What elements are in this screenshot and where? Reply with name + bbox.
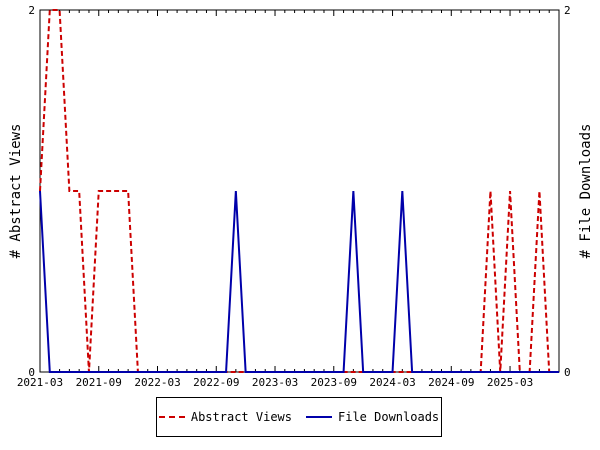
series-line-file-downloads xyxy=(39,190,559,373)
y-right-tick-top: 2 xyxy=(564,4,571,17)
y-right-axis-title: # File Downloads xyxy=(578,124,594,259)
y-left-axis-title: # Abstract Views xyxy=(8,124,24,259)
legend-label-abstract-views: Abstract Views xyxy=(190,410,292,424)
legend-swatch-abstract-views xyxy=(158,416,185,418)
y-right-tick-bottom: 0 xyxy=(564,366,571,379)
x-tick-label-2024-09: 2024-09 xyxy=(428,376,474,389)
legend-label-file-downloads: File Downloads xyxy=(338,410,440,424)
x-tick-label-2021-09: 2021-09 xyxy=(76,376,122,389)
x-tick-label-2022-03: 2022-03 xyxy=(134,376,180,389)
legend: Abstract Views File Downloads xyxy=(156,397,442,437)
x-tick-label-2024-03: 2024-03 xyxy=(369,376,415,389)
x-tick-label-2022-09: 2022-09 xyxy=(193,376,239,389)
legend-swatch-file-downloads xyxy=(306,416,332,418)
legend-item-abstract-views: Abstract Views xyxy=(158,410,292,424)
x-tick-label-2021-03: 2021-03 xyxy=(17,376,63,389)
x-tick-label-2023-09: 2023-09 xyxy=(311,376,357,389)
x-tick-label-2025-03: 2025-03 xyxy=(487,376,533,389)
x-axis-labels: 2021-03 2021-09 2022-03 2022-09 2023-03 2023-… xyxy=(17,376,533,389)
y-left-tick-top: 2 xyxy=(28,4,35,17)
x-tick-label-2023-03: 2023-03 xyxy=(252,376,298,389)
legend-item-file-downloads: File Downloads xyxy=(306,410,439,424)
y-left-tick-bottom: 0 xyxy=(28,366,35,379)
series-layer xyxy=(39,9,559,373)
